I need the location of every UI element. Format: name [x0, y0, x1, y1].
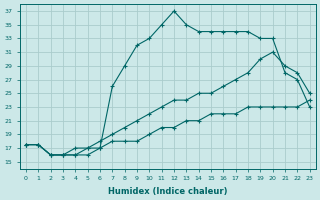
X-axis label: Humidex (Indice chaleur): Humidex (Indice chaleur) [108, 187, 228, 196]
